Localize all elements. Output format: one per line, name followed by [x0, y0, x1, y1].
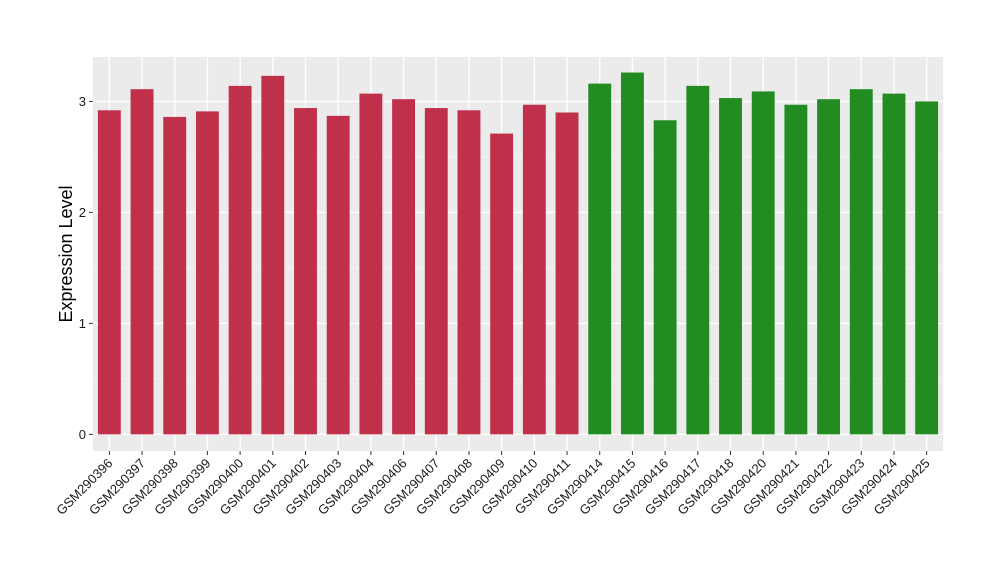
- bar-gsm290420: [751, 91, 775, 435]
- bar-gsm290408: [457, 110, 481, 435]
- y-tick-label: 1: [79, 316, 86, 331]
- bar-gsm290407: [424, 108, 448, 435]
- bar-gsm290396: [97, 110, 121, 435]
- bar-gsm290411: [555, 112, 579, 435]
- bar-gsm290410: [522, 104, 546, 435]
- bar-gsm290397: [130, 89, 154, 435]
- bar-gsm290422: [817, 99, 841, 435]
- bar-gsm290418: [719, 98, 742, 435]
- y-axis: 0 1 2 3: [79, 94, 93, 442]
- y-tick-label: 3: [79, 94, 86, 109]
- bar-gsm290401: [261, 75, 285, 435]
- bar-gsm290414: [588, 83, 612, 435]
- bar-gsm290421: [784, 104, 808, 435]
- bar-gsm290425: [915, 101, 939, 435]
- bar-gsm290409: [490, 133, 514, 435]
- y-axis-title: Expression Level: [56, 185, 76, 322]
- bar-gsm290399: [195, 111, 219, 435]
- bar-gsm290406: [392, 99, 416, 435]
- y-tick-label: 0: [79, 427, 86, 442]
- plot-panel: [93, 57, 943, 451]
- bar-gsm290424: [882, 93, 906, 435]
- bar-gsm290423: [849, 89, 873, 435]
- bar-gsm290403: [326, 115, 350, 435]
- y-tick-label: 2: [79, 205, 86, 220]
- bar-gsm290398: [163, 116, 187, 435]
- bar-gsm290416: [653, 120, 677, 435]
- bar-gsm290400: [228, 85, 252, 435]
- x-axis: GSM290396GSM290397GSM290398GSM290399GSM2…: [53, 451, 933, 518]
- bar-gsm290404: [359, 93, 383, 435]
- bars: [97, 72, 939, 435]
- bar-gsm290402: [294, 108, 317, 435]
- bar-gsm290417: [686, 85, 710, 435]
- bar-gsm290415: [620, 72, 644, 435]
